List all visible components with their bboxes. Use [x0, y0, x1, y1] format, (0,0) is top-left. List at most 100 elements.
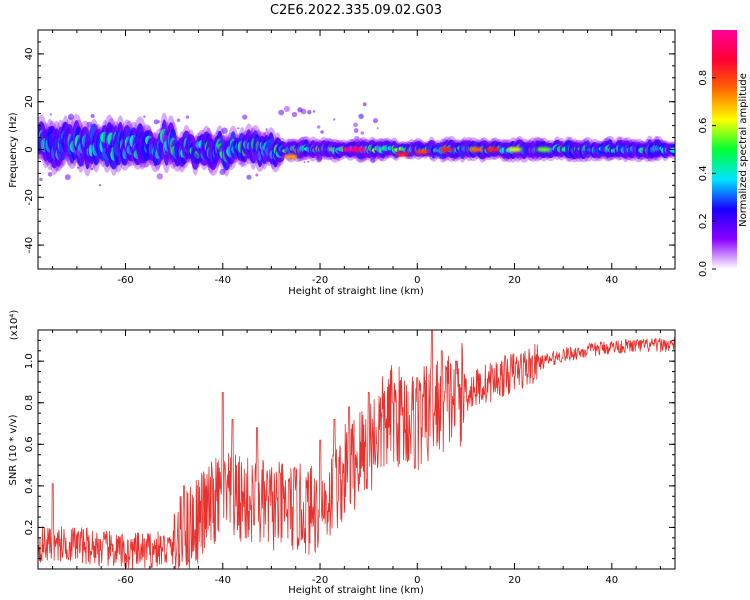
colorbar-ticks: 0.0 0.2 0.4 0.6 0.8 — [698, 70, 716, 277]
heatmap-speckle — [270, 159, 275, 165]
heatmap-speckle — [333, 118, 336, 121]
x-tick-label: 20 — [508, 275, 521, 286]
heatmap-hotspot — [283, 154, 298, 160]
heatmap-speckle — [47, 156, 50, 159]
snr-series-line — [38, 330, 675, 569]
heatmap-speckle — [135, 137, 142, 144]
x-tick-label: 40 — [605, 575, 618, 586]
spectrogram-heatmap — [38, 102, 675, 187]
heatmap-speckle — [90, 167, 94, 171]
y-tick-label: 0 — [24, 146, 35, 152]
heatmap-speckle — [39, 177, 43, 182]
heatmap-hotspot — [507, 147, 522, 152]
heatmap-speckle — [307, 160, 310, 163]
heatmap-speckle — [362, 102, 367, 107]
heatmap-speckle — [253, 151, 257, 156]
spectrogram-y-axis-label: Frequency (Hz) — [8, 112, 19, 188]
heatmap-speckle — [358, 113, 364, 120]
heatmap-speckle — [67, 113, 75, 120]
heatmap-speckle — [237, 127, 240, 130]
heatmap-speckle — [255, 173, 259, 177]
heatmap-speckle — [370, 158, 376, 164]
snr-axes: -60 -40 -20 0 20 40 0.2 0.4 0.6 0.8 1.0 — [24, 330, 675, 586]
heatmap-speckle — [360, 131, 365, 135]
heatmap-hotspot — [536, 147, 551, 152]
heatmap-speckle — [291, 111, 298, 118]
heatmap-speckle — [193, 153, 198, 159]
heatmap-speckle — [74, 149, 81, 156]
heatmap-hotspot — [485, 147, 500, 152]
colorbar-tick-label: 0.6 — [698, 118, 709, 134]
heatmap-speckle — [253, 153, 260, 160]
heatmap-speckle — [353, 128, 359, 133]
y-tick-label: 0.2 — [24, 519, 35, 535]
y-tick-label: 20 — [24, 95, 35, 108]
heatmap-speckle — [77, 166, 80, 169]
snr-panel: -60 -40 -20 0 20 40 0.2 0.4 0.6 0.8 1.0 Height of … — [8, 310, 676, 596]
heatmap-speckle — [64, 174, 71, 181]
x-tick-label: 0 — [414, 575, 420, 586]
heatmap-speckle — [312, 110, 316, 113]
heatmap-speckle — [320, 130, 324, 134]
y-tick-label: 1.0 — [24, 353, 35, 369]
heatmap-speckle — [219, 168, 226, 176]
heatmap-speckle — [316, 155, 323, 161]
heatmap-speckle — [64, 155, 70, 161]
colorbar-gradient — [712, 30, 737, 269]
spectrogram-panel: -60 -40 -20 0 20 40 -40 -20 0 20 40 Height of stra… — [8, 29, 676, 297]
heatmap-speckle — [185, 115, 190, 119]
heatmap-speckle — [185, 145, 191, 150]
y-tick-label: 0.8 — [24, 395, 35, 411]
heatmap-speckle — [229, 163, 233, 167]
snr-y-axis-label: SNR (10 * v/v) — [8, 414, 19, 485]
colorbar-tick-label: 0.4 — [698, 165, 709, 181]
heatmap-speckle — [372, 118, 379, 124]
x-tick-label: -40 — [215, 275, 231, 286]
heatmap-hotspot — [395, 151, 410, 157]
y-tick-label: -40 — [24, 237, 35, 253]
x-tick-label: -40 — [215, 575, 231, 586]
heatmap-speckle — [303, 161, 306, 164]
heatmap-speckle — [353, 122, 358, 128]
heatmap-speckle — [208, 164, 213, 169]
heatmap-speckle — [218, 145, 225, 152]
heatmap-speckle — [354, 135, 360, 141]
heatmap-speckle — [49, 113, 53, 116]
heatmap-speckle — [161, 134, 169, 141]
spectrogram-x-axis-label: Height of straight line (km) — [288, 286, 424, 297]
x-tick-label: 0 — [414, 275, 420, 286]
heatmap-speckle — [176, 118, 181, 122]
heatmap-speckle — [47, 171, 53, 177]
colorbar-tick-label: 0.2 — [698, 213, 709, 229]
heatmap-speckle — [153, 119, 159, 125]
heatmap-speckle — [212, 163, 217, 168]
heatmap-speckle — [316, 125, 321, 129]
colorbar-label: Normalized spectral amplitude — [738, 73, 749, 227]
heatmap-speckle — [221, 127, 228, 134]
y-tick-label: 0.4 — [24, 478, 35, 494]
heatmap-speckle — [242, 114, 248, 120]
heatmap-speckle — [156, 173, 163, 180]
heatmap-speckle — [143, 115, 146, 118]
heatmap-hotspot — [439, 147, 454, 152]
heatmap-speckle — [376, 127, 379, 130]
y-tick-label: 0.6 — [24, 436, 35, 452]
snr-plot-frame — [37, 329, 676, 570]
spectrogram-axes: -60 -40 -20 0 20 40 -40 -20 0 20 40 — [24, 29, 675, 286]
heatmap-speckle — [278, 109, 285, 116]
heatmap-speckle — [297, 107, 303, 113]
heatmap-hotspot — [468, 147, 483, 152]
heatmap-speckle — [362, 153, 368, 159]
heatmap-speckle — [265, 128, 268, 131]
snr-y-exponent: (x10⁴) — [9, 310, 20, 341]
heatmap-speckle — [261, 154, 268, 160]
x-tick-label: -60 — [117, 575, 133, 586]
x-tick-label: 20 — [508, 575, 521, 586]
figure-title: C2E6.2022.335.09.02.G03 — [270, 3, 442, 18]
heatmap-speckle — [158, 140, 162, 144]
heatmap-hotspot — [415, 149, 430, 155]
x-tick-label: 40 — [605, 275, 618, 286]
heatmap-speckle — [104, 149, 111, 156]
x-tick-label: -20 — [312, 275, 328, 286]
